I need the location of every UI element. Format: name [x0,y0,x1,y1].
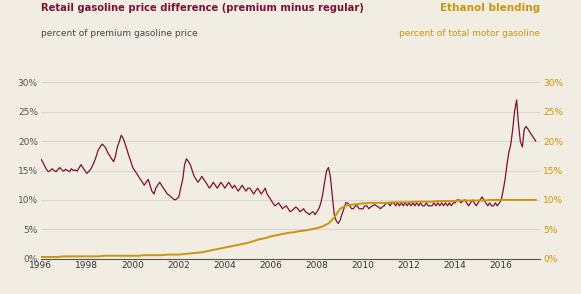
Text: Retail gasoline price difference (premium minus regular): Retail gasoline price difference (premiu… [41,3,364,13]
Text: percent of total motor gasoline: percent of total motor gasoline [399,29,540,39]
Text: Ethanol blending: Ethanol blending [440,3,540,13]
Text: percent of premium gasoline price: percent of premium gasoline price [41,29,198,39]
